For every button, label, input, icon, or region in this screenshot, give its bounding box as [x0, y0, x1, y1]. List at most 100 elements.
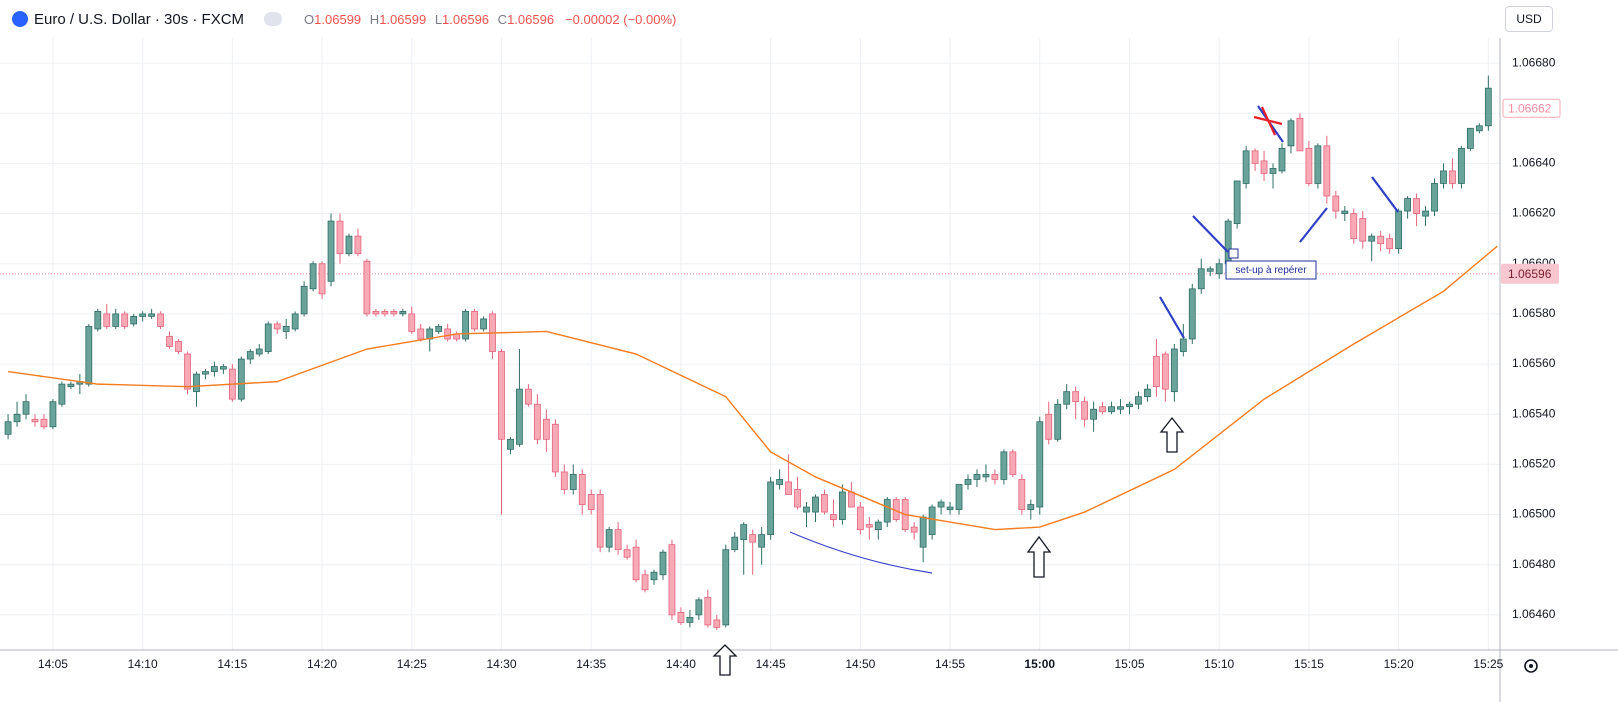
candle-body	[1431, 183, 1438, 212]
ohlc: O1.06599 H1.06599 L1.06596 C1.06596	[304, 12, 559, 27]
x-tick-label: 14:30	[486, 657, 516, 671]
candle-body	[498, 351, 505, 440]
candle-body	[1278, 147, 1286, 172]
moving-average	[7, 245, 1498, 531]
candle-body	[1404, 198, 1411, 212]
candle-body	[659, 551, 667, 576]
candle-body	[193, 373, 200, 393]
candle-body	[175, 341, 182, 352]
y-tick-label: 1.06560	[1512, 356, 1556, 370]
header-button[interactable]	[264, 12, 283, 26]
candle-body	[1484, 87, 1492, 127]
candle-body	[1440, 170, 1447, 184]
candle-body	[13, 413, 21, 423]
candle-body	[856, 506, 864, 531]
candle-body	[22, 401, 30, 415]
candle-body	[1305, 147, 1313, 184]
candle-body	[417, 328, 425, 340]
candle-body	[148, 313, 156, 317]
candle-body	[632, 546, 640, 581]
blue-line[interactable]	[1371, 176, 1399, 213]
symbol-icon	[12, 11, 28, 27]
candle-body	[623, 549, 631, 558]
annotation-box[interactable]	[1225, 260, 1317, 280]
candle-body	[677, 611, 685, 623]
candle-body	[507, 438, 514, 450]
candle-body	[1233, 180, 1241, 225]
candle-body	[444, 328, 452, 340]
candle-body	[1332, 195, 1340, 212]
arrow-up[interactable]	[1026, 535, 1052, 578]
candle-body	[1179, 338, 1187, 352]
candle-body	[318, 263, 326, 295]
candle-body	[1054, 403, 1062, 440]
symbol-title[interactable]: Euro / U.S. Dollar · 30s · FXCM	[34, 10, 245, 28]
candle-body	[542, 418, 550, 440]
candle-body	[264, 323, 272, 352]
candle-body	[1296, 117, 1304, 152]
candle-body	[1466, 127, 1474, 149]
arrow-up[interactable]	[712, 644, 738, 676]
candle-body	[650, 571, 658, 581]
y-tick-label: 1.06460	[1512, 607, 1556, 621]
candle-body	[49, 401, 57, 428]
candle-body	[219, 366, 227, 370]
blue-line[interactable]	[1299, 207, 1328, 243]
ohlc-letter: O	[304, 11, 315, 27]
candle-body	[955, 484, 963, 510]
candle-body	[668, 544, 676, 616]
candle-body	[937, 501, 945, 508]
candle-body	[157, 313, 164, 327]
candle-body	[462, 310, 470, 340]
x-tick-label: 14:25	[397, 657, 427, 671]
candle-body	[381, 310, 389, 315]
symbol-header: Euro / U.S. Dollar · 30s · FXCM O1.06599…	[12, 8, 676, 30]
currency-button[interactable]: USD	[1505, 6, 1553, 32]
candle-body	[291, 313, 299, 330]
ohlc-letter: C	[497, 11, 508, 27]
y-tick-label: 1.06520	[1512, 457, 1556, 471]
cross-line	[1261, 106, 1276, 136]
candle-body	[1215, 263, 1223, 275]
candle-body	[973, 474, 981, 480]
candle-body	[1081, 401, 1089, 420]
candle-body	[1323, 145, 1331, 197]
settings-icon[interactable]	[1524, 659, 1538, 673]
candle-body	[273, 323, 281, 330]
candle-body	[883, 499, 891, 523]
red-cross[interactable]	[1253, 106, 1283, 136]
last-price-box	[1501, 263, 1559, 284]
candle-body	[4, 421, 12, 435]
blue-line[interactable]	[1159, 296, 1185, 339]
candle-body	[1206, 268, 1214, 272]
candle-body	[533, 403, 541, 440]
candle-body	[1377, 235, 1385, 245]
candle-body	[946, 506, 954, 510]
candle-body	[139, 313, 147, 317]
candle-body	[1458, 147, 1465, 184]
candle-body	[587, 494, 595, 510]
candle-body	[991, 474, 999, 480]
candle-body	[1018, 479, 1026, 510]
candle-body	[1045, 413, 1053, 440]
blue-line[interactable]	[1192, 215, 1229, 253]
y-tick-label: 1.06480	[1512, 557, 1556, 571]
candle-body	[372, 310, 380, 315]
candle-body	[255, 348, 263, 355]
candle-body	[300, 285, 308, 315]
candle-body	[560, 471, 568, 490]
y-tick-label: 1.06540	[1512, 406, 1556, 420]
candle-body	[354, 235, 362, 255]
candle-body	[1368, 235, 1376, 242]
candle-body	[471, 310, 478, 330]
candle-body	[1413, 198, 1420, 214]
x-tick-label: 14:40	[666, 657, 696, 671]
trend-marks	[1159, 105, 1399, 339]
candle-body	[390, 310, 398, 315]
x-tick-label: 15:20	[1384, 657, 1414, 671]
blue-curve[interactable]	[789, 531, 933, 574]
price-label-box	[1502, 98, 1561, 118]
arrow-up[interactable]	[1159, 416, 1185, 453]
candle-body	[1359, 218, 1367, 242]
